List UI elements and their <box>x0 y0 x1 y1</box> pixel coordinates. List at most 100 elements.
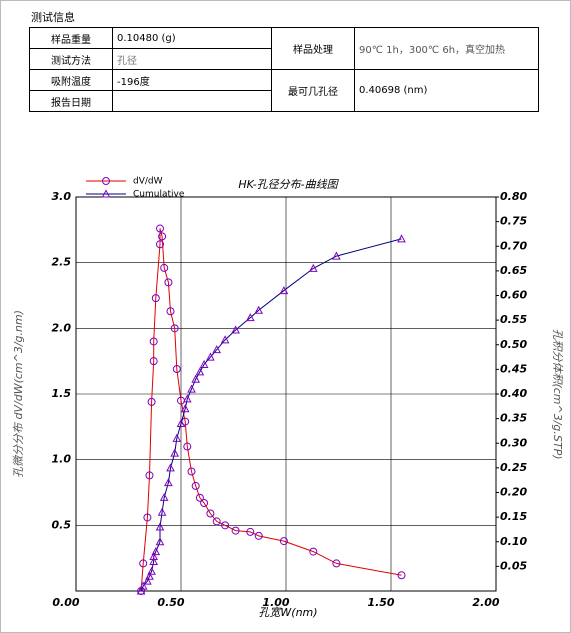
info-table: 样品重量 0.10480 (g) 样品处理 90℃ 1h，300℃ 6h，真空加热 测… <box>29 27 539 112</box>
marker <box>332 559 341 568</box>
marker <box>166 463 175 472</box>
marker <box>145 471 154 480</box>
x-tick-label: 0.00 <box>52 596 79 609</box>
marker <box>164 278 173 287</box>
marker <box>191 374 201 383</box>
x-tick-label: 0.50 <box>157 596 184 609</box>
marker <box>279 537 288 546</box>
y2-tick-label: 0.55 <box>500 313 527 326</box>
y2-tick-label: 0.20 <box>500 486 527 499</box>
legend-marker <box>102 177 110 185</box>
y2-tick-label: 0.15 <box>500 510 527 523</box>
marker <box>156 224 164 233</box>
marker <box>149 337 158 346</box>
marker <box>221 521 230 530</box>
marker <box>206 352 215 361</box>
marker <box>397 571 406 580</box>
marker <box>397 234 406 243</box>
marker <box>149 556 159 565</box>
marker <box>212 517 221 526</box>
legend-marker <box>101 189 111 198</box>
y-tick-label: 1.5 <box>52 387 72 400</box>
marker <box>254 531 263 540</box>
y2-tick-label: 0.10 <box>500 535 527 548</box>
y2-tick-label: 0.65 <box>500 264 527 277</box>
y2-tick-label: 0.80 <box>500 190 527 203</box>
marker <box>199 359 209 368</box>
marker <box>149 551 159 561</box>
marker <box>155 537 165 546</box>
marker <box>151 547 161 556</box>
y-axis-label: 孔微分分布 dV/dW(cm^3/g.nm) <box>12 310 25 478</box>
x-tick-label: 2.00 <box>472 596 499 609</box>
chart-title: HK-孔径分布-曲线图 <box>238 178 339 191</box>
marker <box>212 345 222 354</box>
marker <box>143 576 152 585</box>
marker <box>231 325 240 334</box>
marker <box>187 384 196 393</box>
x-tick-label: 1.00 <box>262 596 289 609</box>
marker <box>149 357 158 366</box>
y-tick-label: 2.0 <box>52 321 72 334</box>
y2-tick-label: 0.50 <box>500 338 527 351</box>
marker <box>176 418 186 428</box>
marker <box>157 507 167 516</box>
marker <box>309 547 318 556</box>
marker <box>220 335 230 344</box>
marker <box>170 448 180 457</box>
marker <box>182 394 192 403</box>
marker <box>231 526 240 535</box>
marker <box>254 305 264 314</box>
marker <box>246 527 255 536</box>
value: 0.40698 (nm) <box>354 69 539 112</box>
y2-tick-label: 0.35 <box>500 412 527 425</box>
y2-tick-label: 0.30 <box>500 436 527 449</box>
y2-tick-label: 0.05 <box>500 559 527 572</box>
marker <box>183 442 192 451</box>
marker <box>279 286 289 295</box>
marker <box>160 263 169 272</box>
marker <box>332 251 341 260</box>
legend-label: Cumulative <box>133 190 185 200</box>
marker <box>170 324 179 333</box>
x-axis-label: 孔宽W(nm) <box>258 606 317 619</box>
marker <box>206 509 215 518</box>
y2-tick-label: 0.45 <box>500 362 527 375</box>
marker <box>166 307 175 316</box>
marker <box>195 493 204 502</box>
marker <box>158 232 167 241</box>
marker <box>139 559 148 568</box>
marker <box>156 240 164 249</box>
marker <box>147 566 156 575</box>
marker <box>191 481 200 490</box>
marker <box>308 263 318 272</box>
y-tick-label: 3.0 <box>52 190 72 203</box>
marker <box>164 478 173 487</box>
marker <box>147 397 156 406</box>
marker <box>200 499 209 508</box>
value <box>112 90 272 112</box>
label: 样品处理 <box>271 27 355 70</box>
y-tick-label: 0.5 <box>52 518 72 531</box>
marker <box>172 433 182 442</box>
marker <box>136 586 146 595</box>
x-tick-label: 1.50 <box>367 596 394 609</box>
marker <box>245 313 255 322</box>
y2-tick-label: 0.75 <box>500 215 527 228</box>
label: 最可几孔径 <box>271 69 355 112</box>
marker <box>180 404 190 413</box>
marker <box>138 581 148 590</box>
marker <box>195 367 205 376</box>
y-tick-label: 2.5 <box>52 256 72 269</box>
legend-label: dV/dW <box>133 177 163 187</box>
y2-axis-label: 孔积分体积(cm^3/g.STP) <box>551 328 564 459</box>
marker <box>155 522 165 531</box>
marker <box>143 513 152 522</box>
marker <box>187 467 196 476</box>
series-line <box>140 228 402 592</box>
y2-tick-label: 0.60 <box>500 289 527 302</box>
section-title: 测试信息 <box>31 11 75 24</box>
y-tick-label: 1.0 <box>52 453 72 466</box>
marker <box>172 365 181 374</box>
